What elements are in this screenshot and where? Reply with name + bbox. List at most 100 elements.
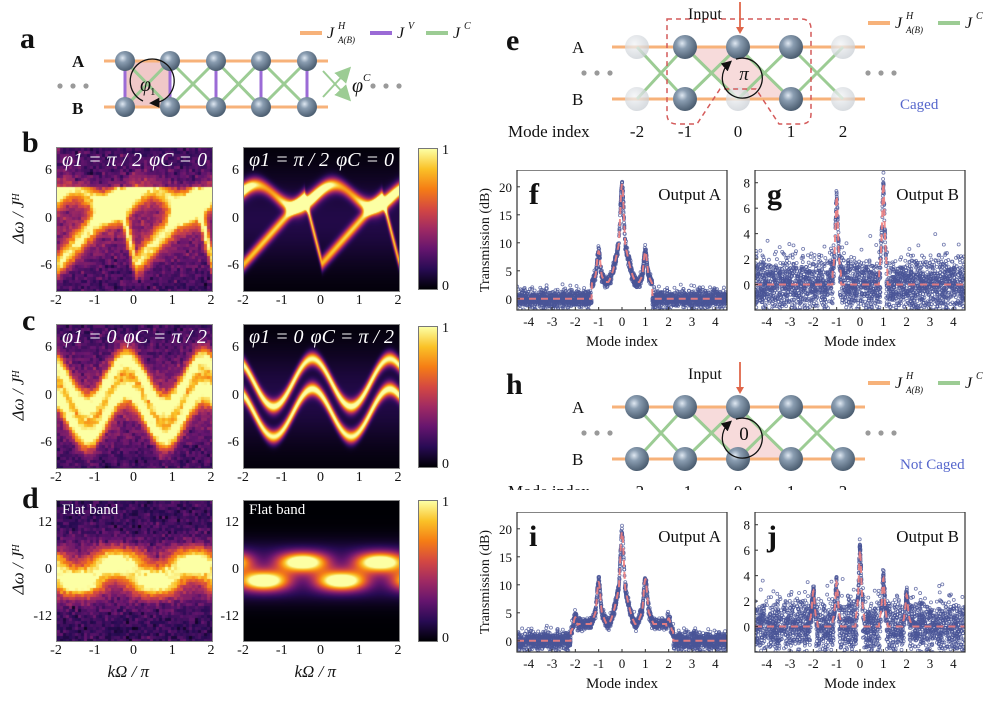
row-label-a: A: [572, 38, 585, 57]
data-point: [823, 312, 826, 315]
lattice-site: [779, 87, 803, 111]
ellipsis-dot: [594, 70, 599, 75]
data-point: [561, 283, 564, 286]
data-point: [788, 261, 791, 264]
lattice-site: [206, 97, 226, 117]
mode-index-value: 2: [839, 482, 848, 490]
lattice-site: [726, 447, 750, 471]
x-tick-label: -3: [547, 314, 558, 329]
phase-sub: 1: [150, 86, 156, 98]
data-point: [894, 260, 897, 263]
data-point: [853, 256, 856, 259]
ellipsis-dot: [370, 83, 375, 88]
data-point: [884, 241, 887, 244]
data-point: [809, 256, 812, 259]
data-point: [774, 315, 777, 318]
row-label-b: B: [72, 99, 83, 118]
data-point: [775, 258, 778, 261]
data-point: [813, 254, 816, 257]
legend-label: J: [895, 375, 903, 392]
legend-sup: H: [905, 371, 914, 382]
data-point: [778, 246, 781, 249]
data-point: [788, 243, 791, 246]
data-point: [845, 306, 848, 309]
lattice-site: [673, 395, 697, 419]
ellipsis-dot: [607, 70, 612, 75]
data-point: [775, 314, 778, 317]
input-label: Input: [688, 6, 722, 23]
legend-sub: A(B): [337, 35, 355, 45]
data-point: [926, 271, 929, 274]
lattice-site: [726, 395, 750, 419]
lattice-site: [831, 395, 855, 419]
data-point: [824, 257, 827, 260]
mode-index-value: 1: [787, 122, 796, 141]
legend-sup: C: [976, 371, 983, 382]
data-point: [935, 265, 938, 268]
ellipsis-dot: [396, 83, 401, 88]
panel-letter-f: f: [529, 178, 540, 211]
lattice-site: [625, 87, 649, 111]
ellipsis-dot: [878, 430, 883, 435]
data-point: [843, 252, 846, 255]
ellipsis-dot: [891, 70, 896, 75]
legend-sup: C: [976, 11, 983, 22]
flux-label: 0: [739, 424, 749, 445]
mode-index-value: -2: [630, 122, 644, 141]
row-label-b: B: [572, 450, 583, 469]
legend-label: J: [895, 15, 903, 32]
cage-status: Caged: [900, 97, 939, 113]
data-point: [891, 313, 894, 316]
legend-sup: H: [905, 11, 914, 22]
data-point: [930, 258, 933, 261]
data-point: [774, 313, 777, 316]
lattice-site: [115, 51, 135, 71]
legend-label: J: [965, 375, 973, 392]
data-point: [846, 327, 849, 330]
data-point: [871, 312, 874, 315]
data-point: [908, 247, 911, 250]
data-point: [885, 292, 888, 295]
mode-index-value: 2: [839, 122, 848, 141]
data-point: [895, 306, 898, 309]
y-tick-label: 5: [506, 264, 513, 279]
data-point: [801, 261, 804, 264]
data-point: [922, 331, 925, 334]
data-point: [795, 262, 798, 265]
data-point: [850, 255, 853, 258]
lattice-site: [673, 35, 697, 59]
legend-label: J: [453, 25, 461, 42]
mode-index-value: 1: [787, 482, 796, 490]
phic-label: φ: [352, 75, 363, 97]
data-point: [792, 244, 795, 247]
data-point: [773, 320, 776, 323]
data-point: [907, 253, 910, 256]
lattice-site: [831, 87, 855, 111]
data-point: [575, 285, 578, 288]
row-label-a: A: [572, 398, 585, 417]
lattice-site: [726, 35, 750, 59]
ellipsis-dot: [865, 70, 870, 75]
data-point: [679, 283, 682, 286]
data-point: [917, 244, 920, 247]
data-point: [772, 317, 775, 320]
data-point: [957, 243, 960, 246]
mode-index-value: -1: [678, 122, 692, 141]
input-arrowhead-icon: [736, 27, 744, 34]
data-point: [860, 248, 863, 251]
lattice-site: [673, 447, 697, 471]
legend-sup: C: [464, 21, 471, 32]
x-tick-label: -2: [570, 314, 581, 329]
data-point: [569, 284, 572, 287]
lattice-site: [251, 97, 271, 117]
row-label-a: A: [72, 52, 85, 71]
data-point: [912, 254, 915, 257]
data-point: [882, 178, 885, 181]
data-point: [875, 244, 878, 247]
data-point: [922, 256, 925, 259]
legend-label: J: [965, 15, 973, 32]
data-point: [831, 297, 834, 300]
flux-label: π: [739, 64, 749, 85]
y-tick-label: 15: [499, 208, 512, 223]
